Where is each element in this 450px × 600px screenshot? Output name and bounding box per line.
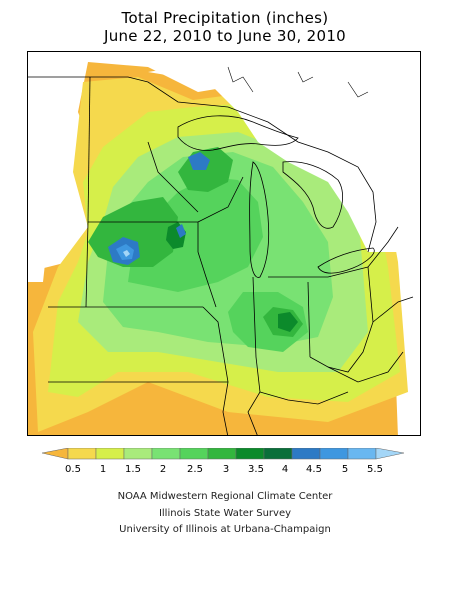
shoreline-north — [227, 66, 369, 98]
legend-swatch — [123, 448, 153, 460]
legend-swatch — [347, 448, 377, 460]
map-date-range: June 22, 2010 to June 30, 2010 — [103, 27, 347, 45]
state-borders — [48, 76, 414, 435]
legend-colorbar: 0.5 1 1.5 2 2.5 3 3.5 4 4.5 5 5.5 — [41, 448, 405, 475]
precip-area-4c — [176, 224, 186, 238]
legend-label: 3.5 — [248, 464, 264, 475]
legend-swatch — [179, 448, 209, 460]
precip-area-2-5 — [128, 177, 263, 292]
precip-legend: 0.5 1 1.5 2 2.5 3 3.5 4 4.5 5 5.5 — [0, 448, 450, 478]
lake-erie-outline — [317, 247, 375, 274]
precip-area-5 — [123, 250, 130, 257]
legend-swatch — [207, 448, 237, 460]
map-canvas — [28, 52, 420, 435]
credit-line: Illinois State Water Survey — [158, 508, 292, 519]
map-title: Total Precipitation (inches) — [121, 9, 329, 27]
lake-michigan-outline — [249, 161, 270, 278]
lake-superior-outline — [177, 115, 299, 151]
precip-area-3-5b — [278, 312, 298, 332]
legend-max-arrow — [375, 448, 405, 460]
legend-swatch — [263, 448, 293, 460]
legend-swatch — [95, 448, 125, 460]
legend-min-arrow — [41, 448, 69, 460]
blank-area-west — [28, 52, 68, 282]
legend-swatch — [291, 448, 321, 460]
lake-huron-outline — [282, 161, 343, 229]
credit-line: University of Illinois at Urbana-Champai… — [119, 524, 331, 535]
legend-label: 1.5 — [125, 464, 141, 475]
legend-label: 0.5 — [65, 464, 81, 475]
legend-label: 5 — [342, 464, 348, 475]
precip-area-4b — [188, 152, 210, 170]
canada-border — [28, 76, 377, 253]
legend-swatch — [67, 448, 97, 460]
legend-label: 4 — [282, 464, 288, 475]
legend-swatch — [235, 448, 265, 460]
legend-label: 5.5 — [367, 464, 383, 475]
legend-swatch — [319, 448, 349, 460]
legend-label: 1 — [100, 464, 106, 475]
legend-swatch — [151, 448, 181, 460]
precipitation-map — [27, 51, 421, 436]
legend-label: 4.5 — [306, 464, 322, 475]
blank-area-east — [408, 262, 420, 435]
canada-blank-area — [148, 52, 420, 252]
legend-label: 2.5 — [187, 464, 203, 475]
legend-label: 3 — [223, 464, 229, 475]
legend-label: 2 — [160, 464, 166, 475]
credit-line: NOAA Midwestern Regional Climate Center — [117, 491, 333, 502]
